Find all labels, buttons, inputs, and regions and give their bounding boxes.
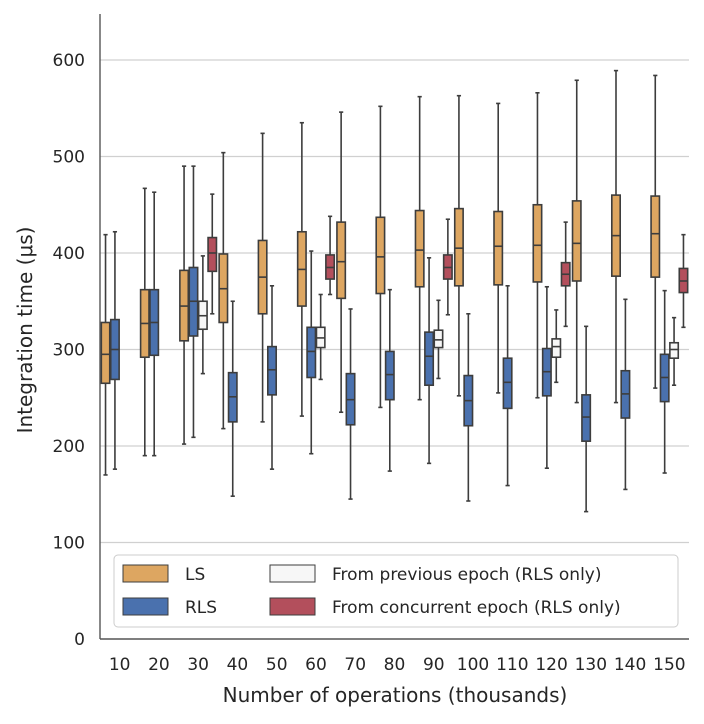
box-ls-120: [532, 92, 543, 399]
box-ls-90: [414, 95, 425, 401]
box-rls-30: [188, 165, 199, 439]
box-ls-30: [179, 165, 190, 445]
iqr-box: [424, 331, 435, 387]
legend-frame: [113, 554, 679, 628]
y-tick-label-500: 500: [53, 148, 85, 168]
box-ls-110: [493, 102, 504, 394]
iqr-box: [669, 341, 680, 359]
box-ls-150: [650, 74, 661, 389]
box-prev-90: [433, 299, 444, 380]
box-rls-10: [109, 230, 120, 470]
iqr-box: [650, 195, 661, 278]
iqr-box: [375, 216, 386, 295]
iqr-box: [581, 394, 592, 442]
x-tick-label-40: 40: [227, 655, 249, 675]
box-ls-80: [375, 105, 386, 409]
box-rls-70: [345, 308, 356, 500]
iqr-box: [414, 209, 425, 288]
box-ls-70: [336, 111, 347, 414]
box-rls-140: [620, 298, 631, 491]
x-tick-label-150: 150: [653, 655, 685, 675]
box-rls-130: [581, 325, 592, 513]
box-conc-150: [678, 233, 689, 329]
legend-label-conc: From concurrent epoch (RLS only): [332, 598, 621, 618]
legend-swatch-rls: [122, 597, 169, 616]
iqr-box: [336, 221, 347, 300]
box-rls-60: [306, 250, 317, 455]
y-tick-label-300: 300: [53, 341, 85, 361]
iqr-box: [453, 207, 464, 287]
box-ls-50: [257, 132, 268, 423]
y-tick-label-400: 400: [53, 244, 85, 264]
x-tick-label-130: 130: [575, 655, 607, 675]
box-conc-30: [207, 193, 218, 315]
x-tick-labels: 10 20 30 40 50 60 70 80 90 100 110 120 130 140 150: [109, 655, 686, 675]
iqr-box: [266, 345, 277, 396]
box-rls-40: [227, 300, 238, 497]
x-tick-label-120: 120: [535, 655, 567, 675]
iqr-box: [502, 357, 513, 410]
box-ls-20: [139, 187, 150, 457]
x-tick-label-90: 90: [423, 655, 445, 675]
y-tick-label-600: 600: [53, 51, 85, 71]
x-tick-label-60: 60: [305, 655, 327, 675]
box-conc-60: [325, 215, 336, 296]
y-tick-label-200: 200: [53, 437, 85, 457]
iqr-box: [384, 350, 395, 401]
box-rls-50: [266, 285, 277, 470]
box-rls-90: [424, 257, 435, 465]
legend-label-ls: LS: [185, 565, 205, 585]
box-ls-40: [218, 151, 229, 430]
box-prev-60: [315, 293, 326, 381]
iqr-box: [433, 329, 444, 349]
box-conc-90: [442, 218, 453, 316]
x-tick-label-110: 110: [496, 655, 528, 675]
iqr-box: [306, 326, 317, 379]
box-ls-130: [571, 79, 582, 404]
y-axis-title: Integration time (μs): [13, 227, 37, 434]
legend-label-rls: RLS: [185, 598, 217, 618]
x-tick-label-80: 80: [384, 655, 406, 675]
x-tick-label-50: 50: [266, 655, 288, 675]
x-tick-label-30: 30: [187, 655, 209, 675]
box-ls-140: [610, 69, 621, 404]
x-tick-label-100: 100: [457, 655, 489, 675]
box-prev-30: [197, 255, 208, 375]
legend-swatch-prev: [269, 564, 316, 583]
box-prev-120: [551, 309, 562, 384]
y-tick-label-0: 0: [74, 630, 85, 650]
iqr-box: [571, 200, 582, 282]
iqr-box: [207, 236, 218, 273]
legend: LS RLS From previous epoch (RLS only) Fr…: [113, 554, 679, 628]
box-prev-150: [669, 316, 680, 387]
x-axis-title: Number of operations (thousands): [223, 683, 568, 707]
box-conc-120: [560, 221, 571, 328]
iqr-box: [100, 321, 111, 385]
box-ls-10: [100, 233, 111, 476]
x-tick-label-70: 70: [344, 655, 366, 675]
y-tick-label-100: 100: [53, 534, 85, 554]
iqr-box: [551, 338, 562, 359]
x-tick-label-140: 140: [614, 655, 646, 675]
legend-swatch-conc: [269, 597, 316, 616]
y-tick-labels: 0 100 200 300 400 500 600: [53, 51, 85, 650]
plot-area: [100, 69, 689, 513]
box-rls-80: [384, 288, 395, 472]
legend-label-prev: From previous epoch (RLS only): [332, 565, 602, 585]
legend-swatch-ls: [122, 564, 169, 583]
box-rls-20: [149, 191, 160, 457]
box-rls-120: [541, 285, 552, 469]
x-tick-label-20: 20: [148, 655, 170, 675]
box-rls-110: [502, 285, 513, 487]
box-ls-60: [296, 121, 307, 417]
iqr-box: [493, 210, 504, 286]
grid-lines: [100, 59, 689, 544]
box-rls-150: [659, 289, 670, 474]
iqr-box: [532, 203, 543, 283]
box-rls-100: [463, 312, 474, 502]
axes: [99, 14, 689, 640]
box-ls-100: [453, 94, 464, 397]
x-tick-label-10: 10: [109, 655, 131, 675]
